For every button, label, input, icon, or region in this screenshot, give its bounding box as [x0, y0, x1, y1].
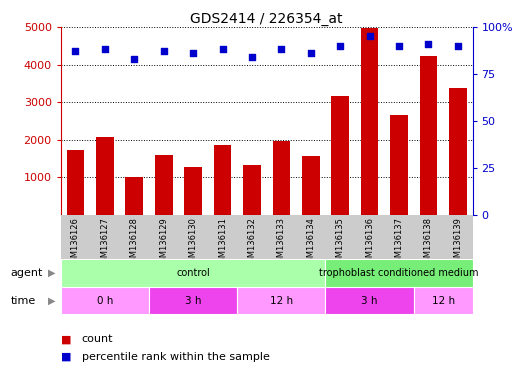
Text: count: count [82, 334, 114, 344]
Text: GSM136130: GSM136130 [188, 217, 197, 268]
Text: 3 h: 3 h [185, 296, 201, 306]
Bar [325, 287, 414, 314]
Point [218, 46, 227, 53]
Bar [214, 145, 231, 215]
Point [101, 46, 109, 53]
Text: GSM136133: GSM136133 [277, 217, 286, 268]
Text: GSM136134: GSM136134 [306, 217, 315, 268]
Bar [61, 287, 149, 314]
Bar [390, 115, 408, 215]
Text: trophoblast conditioned medium: trophoblast conditioned medium [319, 268, 479, 278]
Title: GDS2414 / 226354_at: GDS2414 / 226354_at [191, 12, 343, 26]
Text: GSM136126: GSM136126 [71, 217, 80, 268]
Text: ■: ■ [61, 334, 71, 344]
Text: 0 h: 0 h [97, 296, 113, 306]
Bar [243, 165, 261, 215]
Bar [302, 156, 319, 215]
Text: control: control [176, 268, 210, 278]
Bar [449, 88, 467, 215]
Text: GSM136136: GSM136136 [365, 217, 374, 268]
Text: ▶: ▶ [48, 268, 55, 278]
Text: GSM136135: GSM136135 [336, 217, 345, 268]
Text: GSM136137: GSM136137 [394, 217, 403, 268]
Bar [420, 56, 437, 215]
Text: ▶: ▶ [48, 296, 55, 306]
Text: time: time [11, 296, 36, 306]
Point [307, 50, 315, 56]
Bar [332, 96, 349, 215]
Bar [361, 28, 379, 215]
Text: ■: ■ [61, 352, 71, 362]
Bar [67, 150, 84, 215]
Text: GSM136139: GSM136139 [454, 217, 463, 268]
Text: GSM136132: GSM136132 [248, 217, 257, 268]
Point [159, 48, 168, 55]
Point [248, 54, 256, 60]
Text: GSM136129: GSM136129 [159, 217, 168, 268]
Point [336, 43, 344, 49]
Text: GSM136128: GSM136128 [130, 217, 139, 268]
Bar [96, 137, 114, 215]
Bar [325, 259, 473, 287]
Text: agent: agent [11, 268, 43, 278]
Text: GSM136138: GSM136138 [424, 217, 433, 268]
Bar [237, 287, 325, 314]
Point [277, 46, 286, 53]
Text: 12 h: 12 h [431, 296, 455, 306]
Text: percentile rank within the sample: percentile rank within the sample [82, 352, 270, 362]
Point [189, 50, 197, 56]
Bar [272, 141, 290, 215]
Point [424, 41, 432, 47]
Bar [61, 259, 325, 287]
Point [365, 33, 374, 40]
Bar [184, 167, 202, 215]
Text: GSM136131: GSM136131 [218, 217, 227, 268]
Text: GSM136127: GSM136127 [100, 217, 109, 268]
Bar [414, 287, 473, 314]
Point [71, 48, 80, 55]
Bar [126, 177, 143, 215]
Text: 12 h: 12 h [270, 296, 293, 306]
Bar [155, 155, 173, 215]
Bar [149, 287, 237, 314]
Point [454, 43, 462, 49]
Point [395, 43, 403, 49]
Point [130, 56, 138, 62]
Text: 3 h: 3 h [361, 296, 378, 306]
